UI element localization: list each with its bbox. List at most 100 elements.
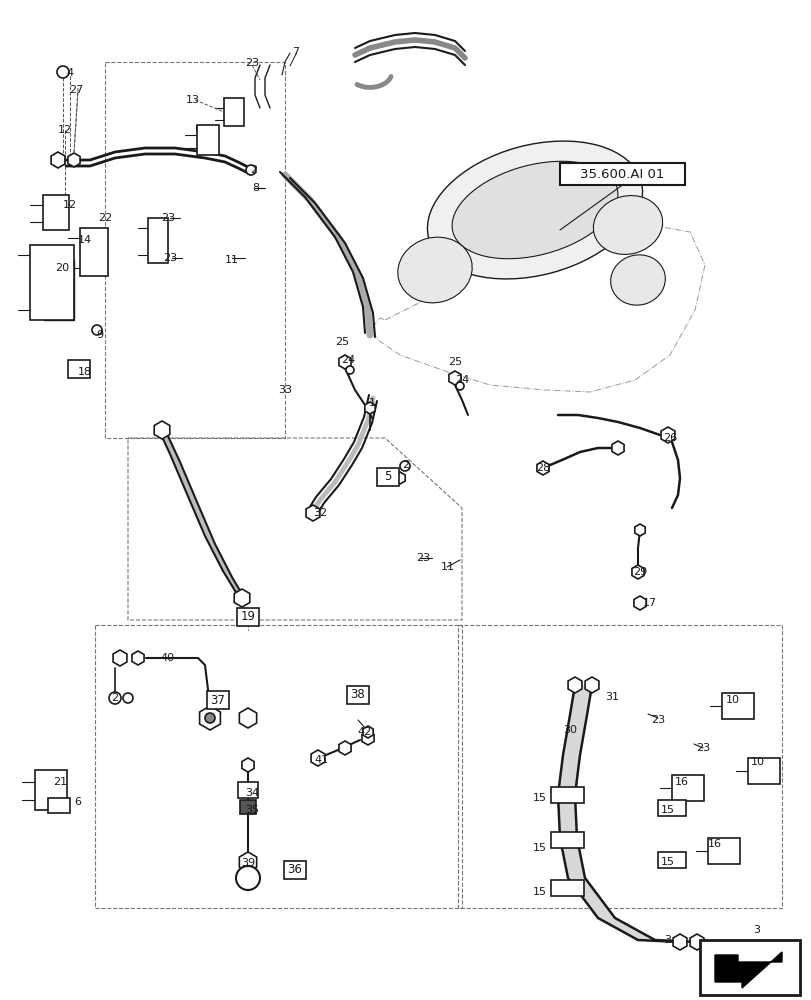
Bar	[197, 125, 219, 155]
Polygon shape	[338, 355, 350, 369]
Text: 32: 32	[312, 508, 327, 518]
Polygon shape	[379, 471, 391, 485]
Text: 10: 10	[725, 695, 739, 705]
Text: 23: 23	[415, 553, 430, 563]
Text: 35.600.AI 01: 35.600.AI 01	[580, 168, 664, 181]
Text: 17: 17	[642, 598, 656, 608]
Text: 20: 20	[55, 263, 69, 273]
Bar	[284, 861, 306, 879]
Polygon shape	[568, 677, 581, 693]
Text: 37: 37	[210, 694, 225, 706]
Polygon shape	[672, 934, 686, 950]
Text: 1: 1	[368, 398, 375, 408]
Text: 14: 14	[78, 235, 92, 245]
Text: 3: 3	[663, 935, 671, 945]
Text: 11: 11	[440, 562, 454, 572]
Bar	[657, 852, 685, 868]
Bar	[551, 880, 583, 896]
Polygon shape	[562, 715, 586, 755]
Polygon shape	[154, 421, 169, 439]
Bar	[48, 798, 70, 813]
Text: 23: 23	[161, 213, 175, 223]
Bar	[35, 770, 67, 810]
Polygon shape	[634, 524, 645, 536]
Polygon shape	[611, 441, 624, 455]
Bar	[672, 775, 703, 801]
Text: 11: 11	[225, 255, 238, 265]
Polygon shape	[536, 461, 548, 475]
Text: 26: 26	[662, 433, 676, 443]
Text: 34: 34	[245, 788, 259, 798]
Ellipse shape	[610, 255, 664, 305]
Text: 10: 10	[750, 757, 764, 767]
Ellipse shape	[397, 237, 472, 303]
Ellipse shape	[593, 196, 662, 254]
Circle shape	[236, 866, 260, 890]
Polygon shape	[306, 505, 320, 521]
Bar	[43, 195, 69, 230]
Text: 9: 9	[97, 330, 104, 340]
Bar	[238, 782, 258, 798]
Bar	[551, 787, 583, 803]
Text: 2: 2	[402, 460, 409, 470]
Text: 24: 24	[341, 355, 354, 365]
Text: 38: 38	[350, 688, 365, 702]
Polygon shape	[569, 685, 591, 715]
Text: 13: 13	[186, 95, 200, 105]
Circle shape	[456, 382, 463, 390]
Text: 27: 27	[69, 85, 83, 95]
Text: 7: 7	[292, 47, 299, 57]
Text: 16: 16	[674, 777, 689, 787]
Text: 35: 35	[245, 805, 259, 815]
Bar	[207, 691, 229, 709]
Bar	[240, 800, 255, 814]
Bar	[551, 832, 583, 848]
Polygon shape	[200, 706, 220, 730]
Ellipse shape	[427, 141, 642, 279]
Circle shape	[122, 693, 133, 703]
Bar	[68, 360, 90, 378]
Polygon shape	[364, 402, 375, 414]
Polygon shape	[557, 795, 577, 838]
Circle shape	[92, 325, 102, 335]
Text: 2: 2	[111, 693, 118, 703]
Text: 19: 19	[240, 610, 255, 624]
Ellipse shape	[452, 161, 617, 259]
Polygon shape	[362, 731, 374, 745]
Text: 25: 25	[448, 357, 461, 367]
Text: 4: 4	[67, 68, 74, 78]
Circle shape	[204, 713, 215, 723]
Polygon shape	[51, 152, 65, 168]
Polygon shape	[68, 153, 80, 167]
Text: 22: 22	[98, 213, 112, 223]
Bar	[80, 228, 108, 276]
Polygon shape	[448, 371, 461, 385]
Text: 24: 24	[454, 375, 469, 385]
Text: 39: 39	[241, 858, 255, 868]
Polygon shape	[363, 726, 373, 738]
Text: 2: 2	[250, 165, 257, 175]
Text: 33: 33	[277, 385, 292, 395]
Text: 23: 23	[650, 715, 664, 725]
Bar	[707, 838, 739, 864]
Bar	[657, 800, 685, 816]
Text: 6: 6	[75, 797, 81, 807]
Text: 16: 16	[707, 839, 721, 849]
Bar	[560, 163, 684, 185]
Text: 12: 12	[58, 125, 72, 135]
Polygon shape	[557, 755, 579, 795]
Text: 12: 12	[63, 200, 77, 210]
Polygon shape	[633, 596, 646, 610]
Polygon shape	[585, 677, 599, 693]
Circle shape	[345, 366, 354, 374]
Polygon shape	[560, 838, 584, 878]
Text: 36: 36	[287, 863, 302, 876]
Polygon shape	[338, 741, 350, 755]
Polygon shape	[394, 472, 405, 484]
Text: 28: 28	[535, 463, 549, 473]
Text: 41: 41	[315, 755, 328, 765]
Text: 30: 30	[562, 725, 577, 735]
Bar	[699, 940, 799, 995]
Text: 15: 15	[660, 805, 674, 815]
Polygon shape	[234, 589, 250, 607]
